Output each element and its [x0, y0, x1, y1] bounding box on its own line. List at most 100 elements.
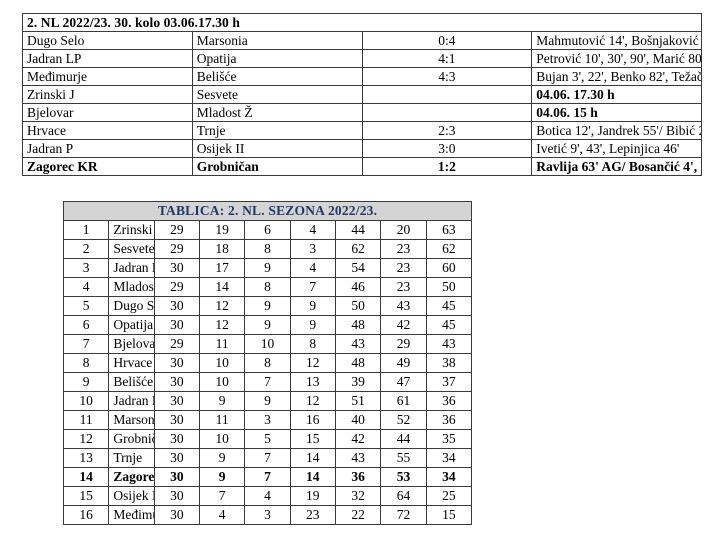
- standings-team-name: Dugo Selo: [108, 296, 155, 316]
- standings-wins: 11: [198, 410, 246, 430]
- standings-points: 36: [425, 410, 473, 430]
- standings-goals-against: 20: [380, 220, 427, 240]
- standings-position: 7: [62, 334, 110, 354]
- results-score: 3:0: [361, 139, 533, 158]
- standings-losses: 16: [289, 410, 336, 430]
- standings-draws: 9: [244, 258, 291, 278]
- standings-team-name: Jadran LP: [108, 258, 155, 278]
- standings-points: 60: [425, 258, 473, 278]
- standings-team-name: Osijek II: [108, 486, 155, 506]
- results-score: [361, 103, 533, 122]
- standings-goals-for: 39: [334, 372, 382, 392]
- standings-played: 29: [153, 220, 200, 240]
- standings-title-row: TABLICA: 2. NL. SEZONA 2022/23.: [63, 201, 472, 221]
- standings-position: 12: [62, 429, 110, 449]
- standings-goals-against: 61: [380, 391, 427, 411]
- standings-losses: 23: [289, 505, 336, 525]
- standings-position: 6: [62, 315, 110, 335]
- standings-losses: 7: [289, 277, 336, 297]
- standings-wins: 10: [198, 429, 246, 449]
- standings-team-name: Zrinski J: [108, 220, 155, 240]
- standings-wins: 18: [198, 239, 246, 259]
- standings-goals-against: 64: [380, 486, 427, 506]
- standings-points: 34: [425, 467, 473, 487]
- standings-draws: 7: [244, 372, 291, 392]
- standings-losses: 8: [289, 334, 336, 354]
- standings-team-name: Trnje: [108, 448, 155, 468]
- standings-points: 15: [425, 505, 473, 525]
- standings-goals-for: 42: [334, 429, 382, 449]
- results-home-team: Međimurje: [22, 67, 193, 86]
- standings-goals-for: 48: [334, 315, 382, 335]
- standings-goals-against: 53: [380, 467, 427, 487]
- standings-played: 29: [153, 277, 200, 297]
- results-home-team: Jadran P: [22, 139, 193, 158]
- standings-goals-for: 48: [334, 353, 382, 373]
- standings-played: 29: [153, 239, 200, 259]
- results-away-team: Opatija: [191, 49, 363, 68]
- standings-team-name: Mladost Ž: [108, 277, 155, 297]
- standings-position: 13: [62, 448, 110, 468]
- standings-points: 36: [425, 391, 473, 411]
- standings-goals-against: 23: [380, 239, 427, 259]
- results-header-row: 2. NL 2022/23. 30. kolo 03.06.17.30 h: [22, 13, 702, 32]
- standings-losses: 19: [289, 486, 336, 506]
- standings-played: 30: [153, 258, 200, 278]
- standings-position: 3: [62, 258, 110, 278]
- standings-team-name: Jadran P: [108, 391, 155, 411]
- standings-points: 50: [425, 277, 473, 297]
- standings-draws: 7: [244, 467, 291, 487]
- standings-position: 4: [62, 277, 110, 297]
- standings-position: 11: [62, 410, 110, 430]
- standings-goals-for: 40: [334, 410, 382, 430]
- standings-draws: 7: [244, 448, 291, 468]
- results-row: Dugo Selo Marsonia 0:4 Mahmutović 14', Bošn…: [22, 31, 702, 50]
- standings-row: 7Bjelovar2911108432943: [62, 334, 473, 354]
- standings-losses: 14: [289, 448, 336, 468]
- standings-played: 30: [153, 505, 200, 525]
- standings-wins: 9: [198, 448, 246, 468]
- results-scorers: 04.06. 17.30 h: [531, 85, 702, 104]
- results-table: 2. NL 2022/23. 30. kolo 03.06.17.30 h Du…: [22, 13, 702, 176]
- standings-draws: 8: [244, 239, 291, 259]
- standings-row: 8 Hrvace 30 10 8 12 48 49 38: [62, 353, 473, 373]
- results-home-team: Zagorec KR: [22, 157, 193, 176]
- standings-position: 8: [62, 353, 110, 373]
- standings-goals-against: 52: [380, 410, 427, 430]
- results-row: Međimurje Belišće 4:3 Bujan 3', 22', Benko …: [22, 67, 702, 86]
- standings-played: 30: [153, 410, 200, 430]
- results-section: 2. NL 2022/23. 30. kolo 03.06.17.30 h Du…: [22, 13, 702, 176]
- standings-draws: 9: [244, 315, 291, 335]
- standings-goals-for: 44: [334, 220, 382, 240]
- results-row: Jadran LP Opatija 4:1 Petrović 10', 30', 90…: [22, 49, 702, 68]
- standings-row: 14Zagorec KR309714365334: [62, 467, 473, 487]
- standings-team-name: Zagorec KR: [108, 467, 155, 487]
- standings-played: 30: [153, 429, 200, 449]
- results-row: Bjelovar Mladost Ž 04.06. 15 h: [22, 103, 702, 122]
- standings-goals-for: 22: [334, 505, 382, 525]
- results-away-team: Trnje: [191, 121, 363, 140]
- results-away-team: Mladost Ž: [191, 103, 363, 122]
- results-home-team: Hrvace: [22, 121, 193, 140]
- standings-goals-against: 23: [380, 277, 427, 297]
- standings-team-name: Opatija: [108, 315, 155, 335]
- standings-draws: 8: [244, 277, 291, 297]
- results-row: Zagorec KR Grobničan 1:2 Ravlija 63' AG/ Bo…: [22, 157, 702, 176]
- standings-goals-for: 46: [334, 277, 382, 297]
- standings-points: 43: [425, 334, 473, 354]
- standings-goals-against: 47: [380, 372, 427, 392]
- standings-wins: 9: [198, 391, 246, 411]
- standings-wins: 7: [198, 486, 246, 506]
- results-score: 2:3: [361, 121, 533, 140]
- standings-played: 30: [153, 391, 200, 411]
- results-home-team: Jadran LP: [22, 49, 193, 68]
- results-score: 4:3: [361, 67, 533, 86]
- standings-team-name: Grobničan: [108, 429, 155, 449]
- results-scorers: Botica 12', Jandrek 55'/ Bibić 26', Doše…: [531, 121, 702, 140]
- standings-points: 25: [425, 486, 473, 506]
- standings-goals-against: 43: [380, 296, 427, 316]
